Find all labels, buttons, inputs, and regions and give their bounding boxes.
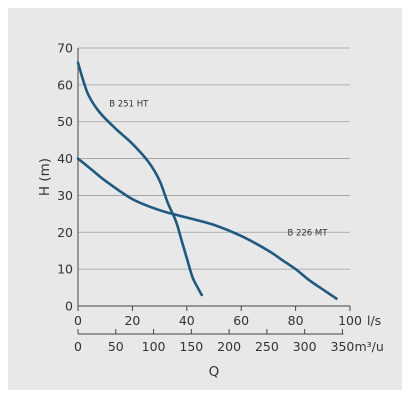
y-tick-label-50: 50	[57, 114, 73, 129]
series-group	[76, 61, 338, 300]
y-tick-label-30: 30	[57, 188, 73, 203]
x-tick-label-40: 40	[179, 313, 195, 328]
series-line-0	[76, 61, 204, 297]
x-tick-label-100: 100	[338, 313, 362, 328]
y-tick-label-70: 70	[57, 41, 73, 56]
x2-tick-label-150: 150	[179, 339, 203, 354]
x2-tick-label-100: 100	[142, 339, 166, 354]
axes	[77, 48, 351, 335]
x-axis-title: Q	[209, 364, 220, 380]
y-tick-label-20: 20	[57, 225, 73, 240]
gridlines	[78, 47, 350, 270]
x2-tick-label-300: 300	[293, 339, 317, 354]
x2-tick-label-250: 250	[255, 339, 279, 354]
y-tick-label-0: 0	[65, 299, 73, 314]
labels-group: 0 10 20 30 40 50 60 70 0 20 40 60 80 100 l/s 0 50 100 150 2…	[37, 41, 384, 381]
x2-tick-label-350: 350	[331, 339, 355, 354]
y-tick-label-60: 60	[57, 77, 73, 92]
x2-tick-label-200: 200	[217, 339, 241, 354]
x-unit-secondary: m³/u	[354, 339, 383, 354]
series-label-0: B 251 HT	[109, 99, 149, 109]
y-tick-label-40: 40	[57, 151, 73, 166]
y-axis-title: H (m)	[37, 158, 53, 196]
chart-panel	[8, 8, 402, 390]
x2-tick-label-0: 0	[74, 339, 82, 354]
x-tick-label-0: 0	[74, 313, 82, 328]
x-tick-label-80: 80	[288, 313, 304, 328]
x-tick-label-20: 20	[124, 313, 140, 328]
x-unit-primary: l/s	[367, 313, 381, 328]
series-label-1: B 226 MT	[287, 228, 328, 238]
x-tick-label-60: 60	[233, 313, 249, 328]
y-tick-label-10: 10	[57, 262, 73, 277]
x2-tick-label-50: 50	[108, 339, 124, 354]
series-line-1	[76, 157, 338, 300]
